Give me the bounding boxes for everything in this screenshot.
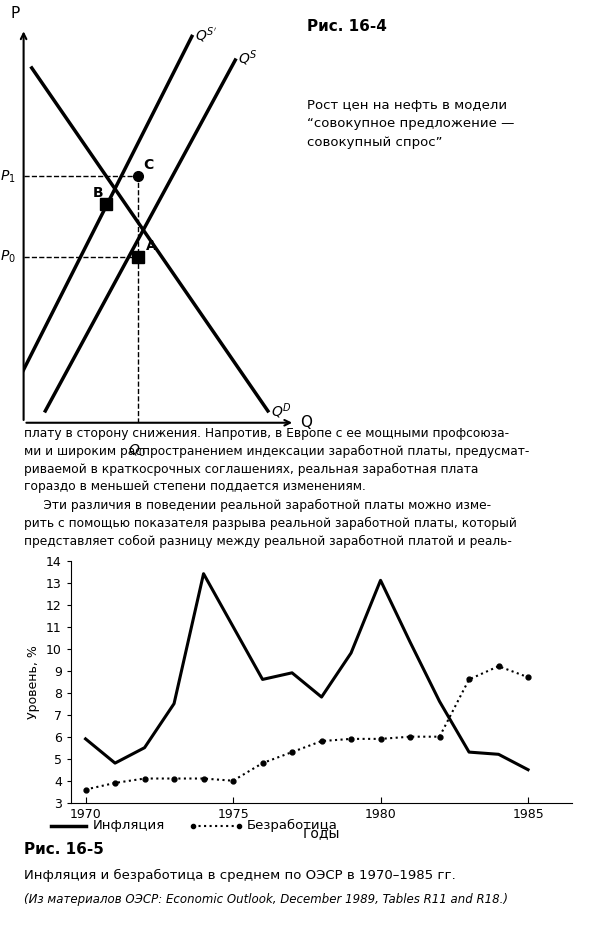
Text: $P_1$: $P_1$ xyxy=(0,168,15,184)
Text: Инфляция и безработица в среднем по ОЭСР в 1970–1985 гг.: Инфляция и безработица в среднем по ОЭСР… xyxy=(24,869,455,882)
Text: A: A xyxy=(146,239,156,254)
Text: $Q^{S'}$: $Q^{S'}$ xyxy=(195,26,217,45)
Text: $P_0$: $P_0$ xyxy=(0,249,15,265)
Text: P: P xyxy=(11,6,20,21)
Text: Инфляция: Инфляция xyxy=(93,819,165,832)
Text: Рис. 16-4: Рис. 16-4 xyxy=(307,19,386,34)
Text: Рис. 16-5: Рис. 16-5 xyxy=(24,842,103,857)
Y-axis label: Уровень, %: Уровень, % xyxy=(27,645,40,718)
X-axis label: Годы: Годы xyxy=(303,826,340,840)
Text: $Q^S$: $Q^S$ xyxy=(238,48,258,68)
Text: плату в сторону снижения. Напротив, в Европе с ее мощными профсоюза-
ми и широки: плату в сторону снижения. Напротив, в Ев… xyxy=(24,428,529,493)
Text: $Q_0$: $Q_0$ xyxy=(129,443,147,459)
Text: Рост цен на нефть в модели
“совокупное предложение —
совокупный спрос”: Рост цен на нефть в модели “совокупное п… xyxy=(307,99,514,149)
Text: Безработица: Безработица xyxy=(247,819,337,832)
Text: (Из материалов ОЭСР: Economic Outlook, December 1989, Tables R11 and R18.): (Из материалов ОЭСР: Economic Outlook, D… xyxy=(24,893,507,906)
Text: Эти различия в поведении реальной заработной платы можно изме-
рить с помощью по: Эти различия в поведении реальной зарабо… xyxy=(24,500,516,548)
Text: C: C xyxy=(143,159,153,172)
Text: $Q^D$: $Q^D$ xyxy=(271,401,291,421)
Text: Q: Q xyxy=(300,415,313,430)
Text: B: B xyxy=(93,186,103,200)
